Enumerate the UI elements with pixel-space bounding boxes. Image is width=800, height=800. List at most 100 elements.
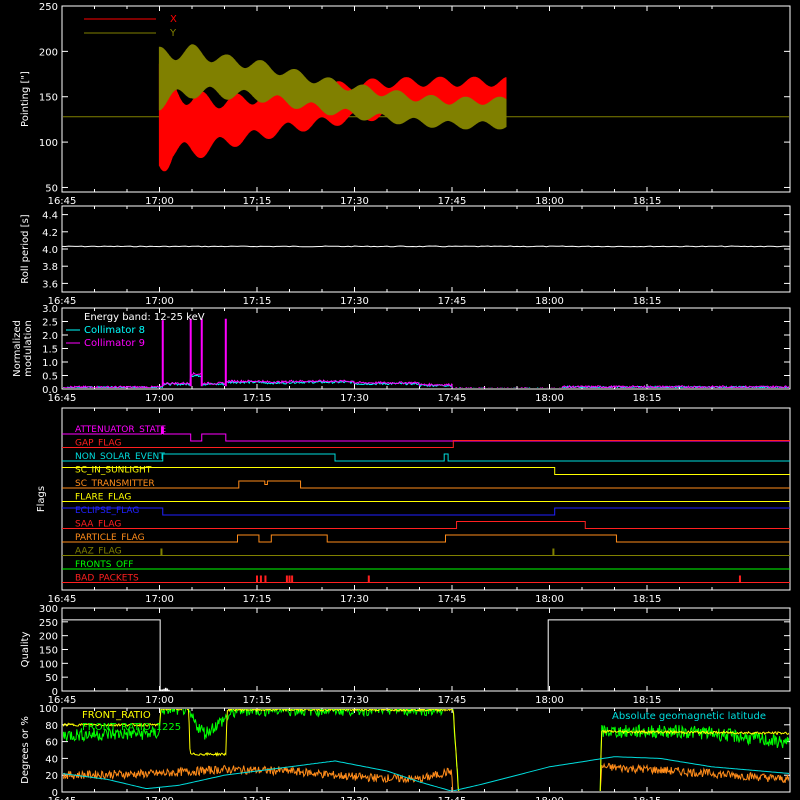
flag-label: SAA_FLAG <box>75 520 121 530</box>
front-ratio-1225-series <box>63 709 789 791</box>
x-tick-label: 17:30 <box>340 393 369 404</box>
x-tick-label: 16:45 <box>48 695 77 706</box>
panel-pointing: 16:45 17:00 17:15 17:30 17:45 18:00 18:15 50 100… <box>20 2 791 207</box>
y-tick-label: 40 <box>45 754 58 765</box>
y-tick-label: 4.4 <box>42 211 58 222</box>
y-tick-label: 4.2 <box>42 228 58 239</box>
x-tick-label: 17:00 <box>145 196 174 207</box>
x-tick-label: 17:15 <box>243 796 272 800</box>
flag-trace-eclipse_flag <box>62 507 790 516</box>
x-tick-label: 17:15 <box>243 594 272 605</box>
flag-trace-saa_flag <box>62 521 790 529</box>
y-axis-label: Flags <box>36 486 47 512</box>
x-tick-label: 16:45 <box>48 296 77 307</box>
legend-c9-label: Collimator 9 <box>84 338 145 349</box>
x-tick-label: 17:45 <box>438 393 467 404</box>
y-tick-label: 1.0 <box>42 358 58 369</box>
y-tick-label: 4.0 <box>42 245 58 256</box>
panel-modulation: 16:45 17:00 17:15 17:30 17:45 18:00 18:15 0.0 0.… <box>12 304 791 404</box>
flag-trace-sc_transmitter <box>62 480 790 489</box>
geomagnetic-latitude-series <box>63 756 789 791</box>
y-axis-label: Degrees or % <box>20 716 31 784</box>
orange-series <box>63 762 789 791</box>
y-tick-label: 0 <box>52 687 58 698</box>
y-tick-label: 0 <box>52 788 58 799</box>
y-tick-label: 3.0 <box>42 304 58 315</box>
collimator9-series <box>63 371 789 388</box>
flag-label: SC_TRANSMITTER <box>75 479 155 489</box>
x-tick-label: 18:00 <box>535 196 564 207</box>
y-tick-label: 50 <box>45 183 58 194</box>
x-tick-label: 17:15 <box>243 296 272 307</box>
x-tick-label: 17:15 <box>243 695 272 706</box>
y-tick-label: 3.6 <box>42 279 58 290</box>
x-tick-label: 18:00 <box>535 296 564 307</box>
y-tick-label: 20 <box>45 771 58 782</box>
x-tick-label: 16:45 <box>48 796 77 800</box>
y-tick-label: 50 <box>45 673 58 684</box>
flag-trace-gap_flag <box>62 440 790 448</box>
y-tick-label: 300 <box>39 604 58 615</box>
flag-label: AAZ_FLAG <box>75 547 122 557</box>
quality-series <box>62 619 790 692</box>
x-tick-label: 17:00 <box>145 796 174 800</box>
y-tick-label: 2.0 <box>42 331 58 342</box>
annotation-geomagnetic: Absolute geomagnetic latitude <box>612 711 766 722</box>
x-tick-label: 17:45 <box>438 695 467 706</box>
y-tick-label: 1.5 <box>42 345 58 356</box>
x-tick-label: 16:45 <box>48 196 77 207</box>
flag-label: BAD_PACKETS <box>75 574 139 584</box>
flag-label: FLARE_FLAG <box>75 493 131 503</box>
flag-trace-non_solar_event <box>62 453 790 462</box>
legend-c8-label: Collimator 8 <box>84 325 145 336</box>
panel-flags: 16:45 17:00 17:15 17:30 17:45 18:00 18:15 Flags… <box>36 407 791 605</box>
flag-label: SC_IN_SUNLIGHT <box>75 466 152 476</box>
y-pointing-series <box>158 44 507 130</box>
x-tick-label: 18:00 <box>535 695 564 706</box>
panel-frame <box>61 407 791 591</box>
x-tick-label: 18:15 <box>633 296 662 307</box>
y-tick-label: 200 <box>39 632 58 643</box>
x-tick-label: 17:45 <box>438 796 467 800</box>
y-axis-label: Quality <box>20 632 31 668</box>
x-tick-label: 17:30 <box>340 296 369 307</box>
legend-title: Energy band: 12-25 keV <box>84 312 205 323</box>
y-axis-label: Pointing ["] <box>20 71 31 127</box>
x-tick-label: 16:45 <box>48 393 77 404</box>
x-tick-label: 17:45 <box>438 196 467 207</box>
x-tick-label: 17:30 <box>340 796 369 800</box>
x-tick-label: 17:45 <box>438 296 467 307</box>
flag-label: GAP_FLAG <box>75 439 121 449</box>
x-tick-label: 17:00 <box>145 695 174 706</box>
y-tick-label: 200 <box>39 47 58 58</box>
panels: 16:45 17:00 17:15 17:30 17:45 18:00 18:15 50 100… <box>12 2 791 800</box>
y-axis-label: Roll period [s] <box>20 214 31 283</box>
x-tick-label: 18:00 <box>535 796 564 800</box>
flag-label: ATTENUATOR_STATE <box>75 425 167 435</box>
panel-roll: 16:45 17:00 17:15 17:30 17:45 18:00 18:15 3.6 3.… <box>20 205 791 307</box>
panel-frame <box>61 707 791 793</box>
modulation-data <box>63 318 789 388</box>
panel-quality: 16:45 17:00 17:15 17:30 17:45 18:00 18:15 0 50 10… <box>20 604 791 706</box>
panel-ratio: 16:45 17:00 17:15 17:30 17:45 18:00 18:15 0 20 40… <box>20 704 791 800</box>
y-tick-label: 3.8 <box>42 262 58 273</box>
x-tick-label: 17:00 <box>145 296 174 307</box>
x-tick-label: 16:45 <box>48 594 77 605</box>
y-tick-label: 250 <box>39 2 58 13</box>
ratio-data <box>63 709 789 791</box>
y-axis-label: modulation <box>23 320 34 377</box>
y-tick-label: 2.5 <box>42 318 58 329</box>
y-tick-label: 150 <box>39 93 58 104</box>
flag-trace-particle_flag <box>62 534 790 543</box>
x-tick-label: 18:15 <box>633 796 662 800</box>
flag-label: FRONTS_OFF <box>75 560 133 570</box>
legend-y-label: Y <box>169 28 177 39</box>
x-tick-label: 18:15 <box>633 196 662 207</box>
front-ratio-series <box>63 709 789 791</box>
x-tick-label: 18:15 <box>633 393 662 404</box>
x-tick-label: 17:30 <box>340 695 369 706</box>
y-tick-label: 100 <box>39 138 58 149</box>
y-tick-label: 60 <box>45 738 58 749</box>
